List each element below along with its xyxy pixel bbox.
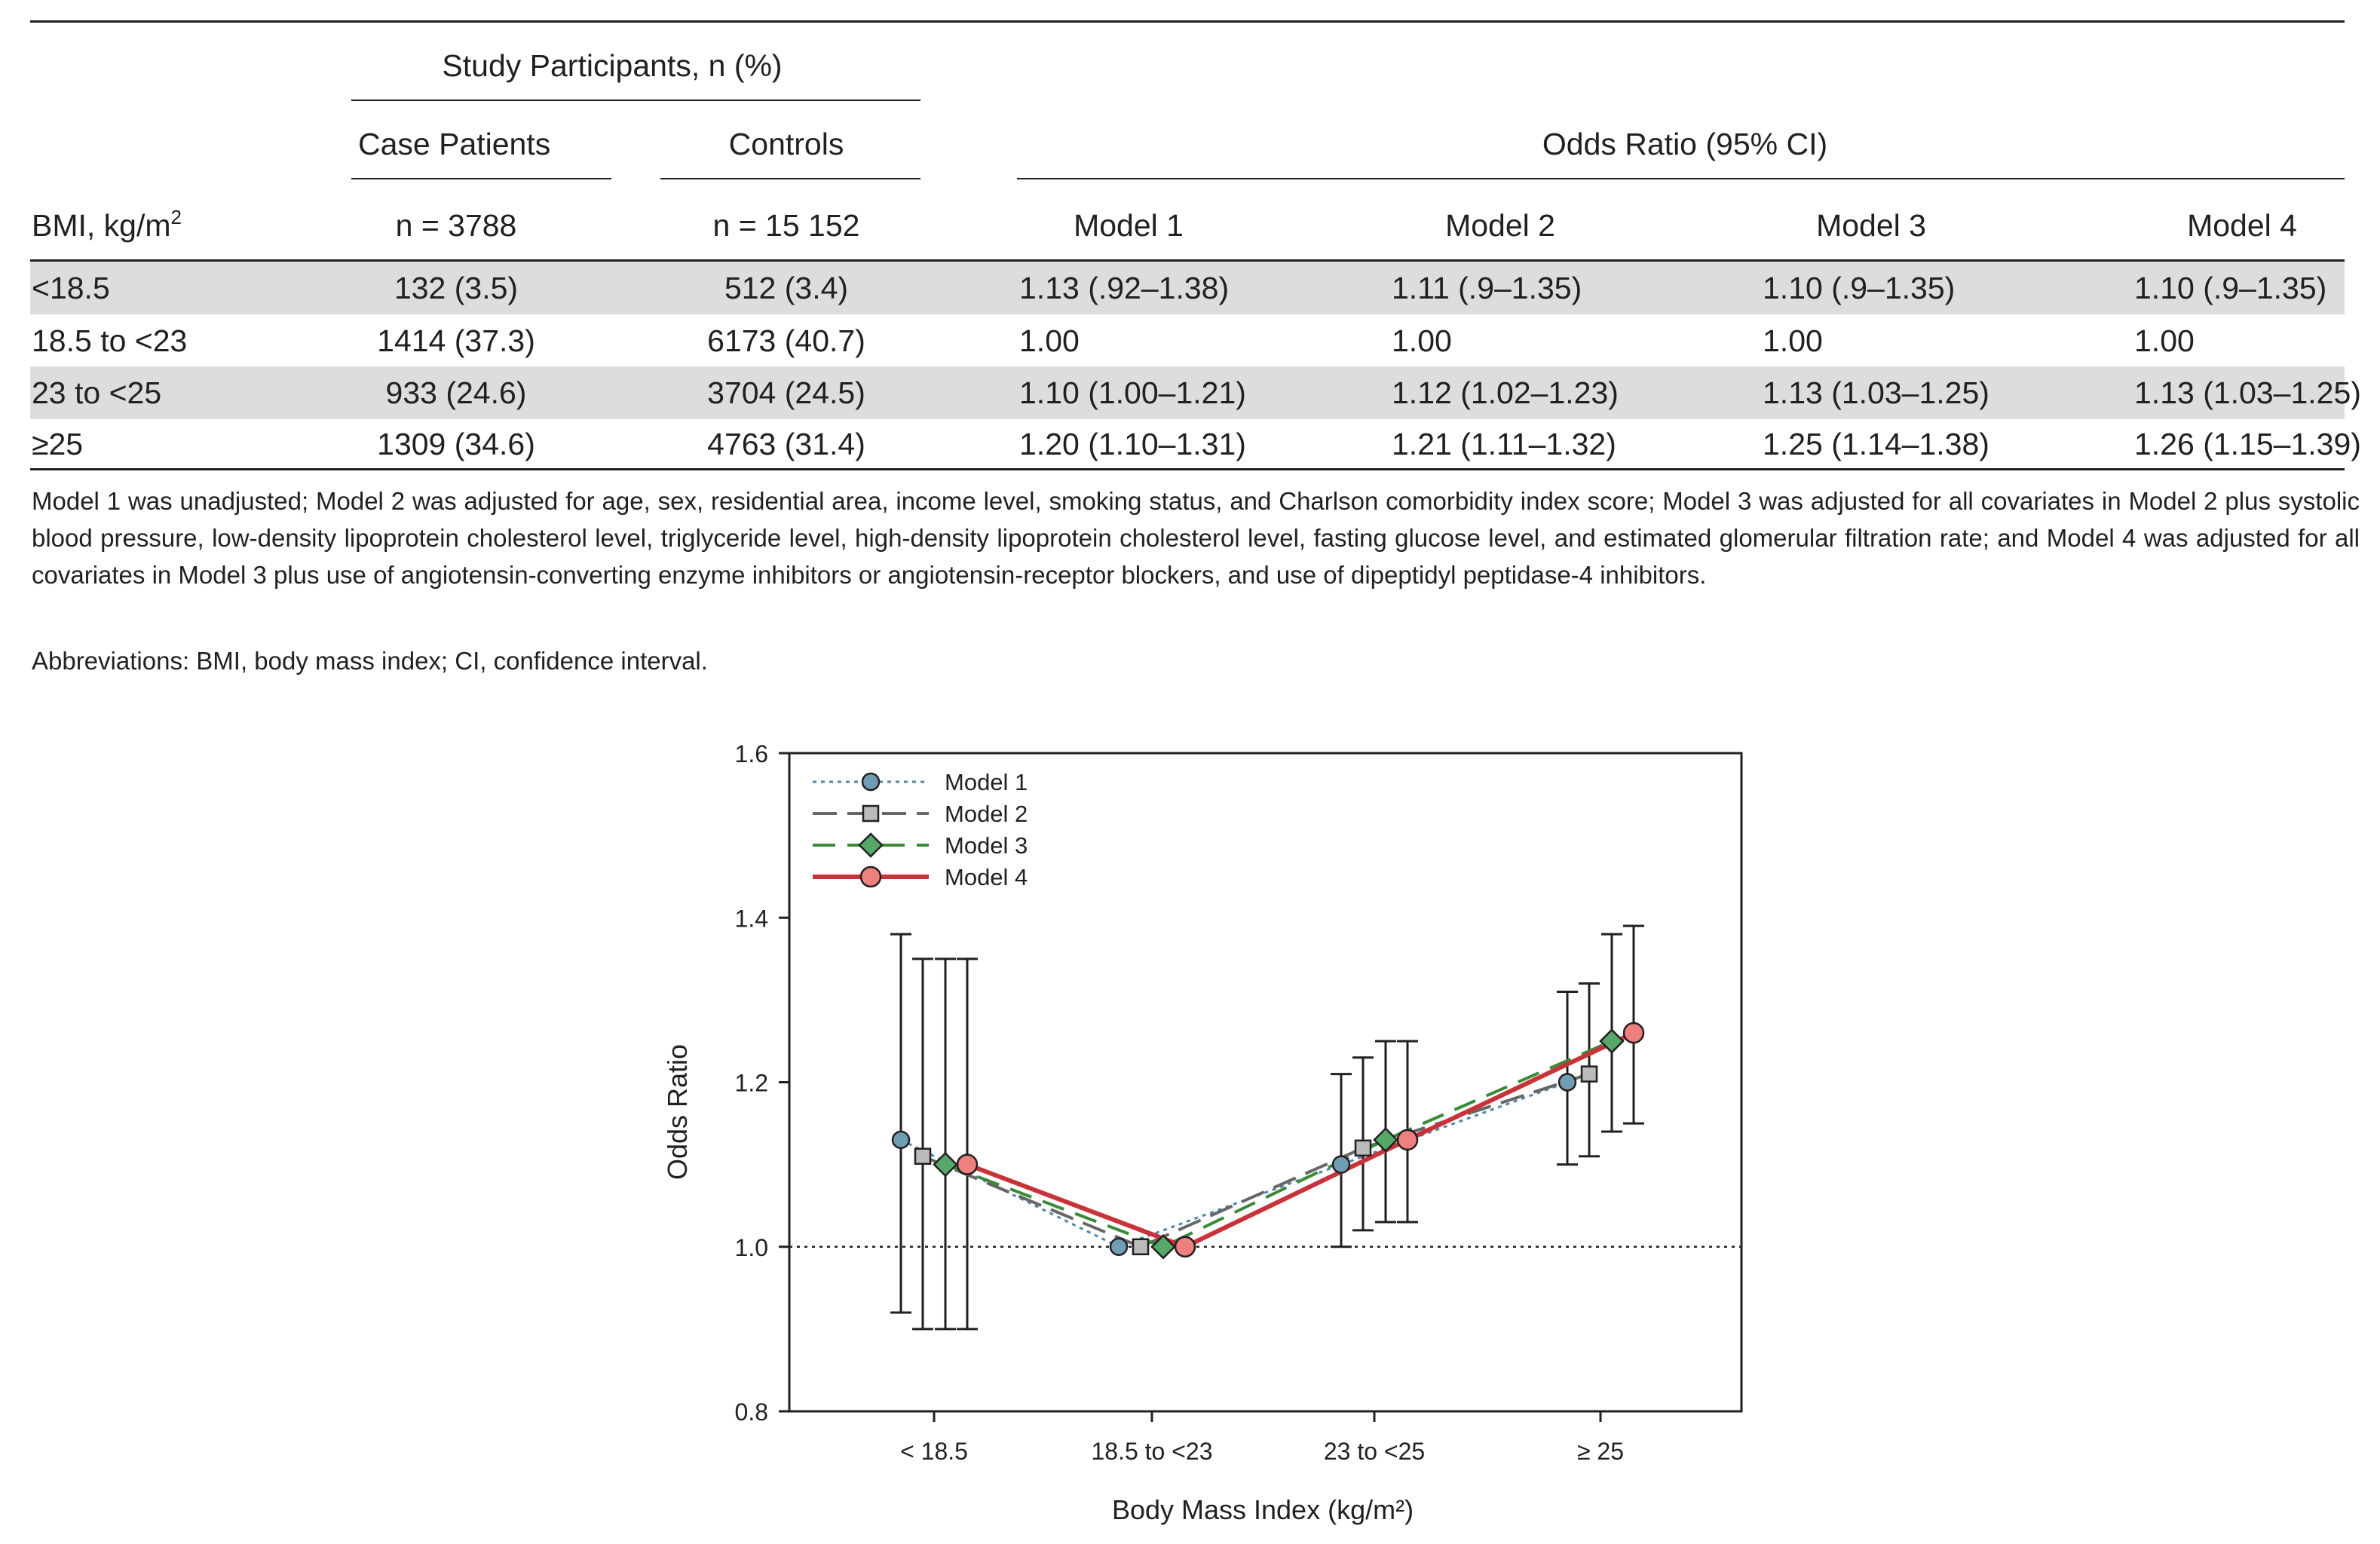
legend-marker [861,772,881,792]
table-top-rule [30,20,2345,23]
row-shade [30,262,2345,314]
table-row-model-3: 1.00 [1763,323,1823,358]
y-axis-title: Odds Ratio [662,1044,693,1180]
data-point-model-4 [1174,1236,1196,1258]
data-point-model-2 [914,1147,932,1165]
table-row-model-1: 1.10 (1.00–1.21) [1019,375,1246,410]
model-2-header: Model 2 [1445,208,1555,243]
data-point-model-1 [1109,1237,1129,1256]
case-patients-rule [351,178,611,179]
table-row-model-2: 1.00 [1392,323,1452,358]
row-shade [30,366,2345,419]
model-3-header: Model 3 [1816,208,1926,243]
table-row-case: 1309 (34.6) [377,427,535,461]
table-row-model-2: 1.21 (1.11–1.32) [1392,427,1616,461]
controls-n-header: n = 15 152 [712,208,860,243]
table-row-case: 132 (3.5) [394,271,519,305]
series-line-model-3 [945,1040,1613,1248]
x-axis-title: Body Mass Index (kg/m²) [1112,1494,1414,1525]
table-row-case: 1414 (37.3) [377,323,535,358]
table-row-model-4: 1.10 (.9–1.35) [2134,271,2327,305]
table-row-model-2: 1.12 (1.02–1.23) [1392,375,1619,410]
data-point-model-3 [1599,1028,1625,1054]
y-tick-label: 1.2 [735,1070,768,1097]
table-row-bmi: 23 to <25 [32,375,162,410]
odds-ratio-chart: 0.8 1.0 1.2 1.4 1.6 < 18.5 18.5 to <23 23 to <2… [662,740,1743,1525]
data-point-model-1 [1331,1155,1351,1174]
bmi-column-header: BMI, kg/m2 [32,206,182,243]
plot-frame [788,752,1743,1413]
table-row-model-1: 1.20 (1.10–1.31) [1019,427,1246,461]
table-row-model-4: 1.26 (1.15–1.39) [2134,427,2361,461]
table-row-model-4: 1.13 (1.03–1.25) [2134,375,2361,410]
model-1-header: Model 1 [1074,208,1184,243]
data-point-model-3 [933,1151,958,1178]
legend-label: Model 1 [945,769,1028,795]
table-row-controls: 512 (3.4) [724,271,849,305]
table-footnote: Model 1 was unadjusted; Model 2 was adju… [32,487,2360,589]
controls-header: Controls [728,127,844,161]
case-n-header: n = 3788 [395,208,517,243]
table-row-model-1: 1.00 [1019,323,1080,358]
table-row-bmi: <18.5 [32,271,110,305]
table-row-bmi: ≥25 [32,427,84,461]
series-line-model-2 [922,1072,1590,1248]
data-point-model-2 [1354,1139,1372,1157]
table-bottom-rule [30,468,2345,470]
legend-label: Model 3 [945,832,1028,859]
table-abbreviations: Abbreviations: BMI, body mass index; CI,… [32,647,708,675]
controls-rule [660,178,920,179]
table-row-model-4: 1.00 [2134,323,2195,358]
data-point-model-1 [1558,1073,1577,1092]
data-point-model-2 [1132,1238,1150,1255]
y-tick-label: 1.6 [735,740,768,767]
data-point-model-4 [956,1153,979,1175]
table-row-model-3: 1.13 (1.03–1.25) [1763,375,1989,410]
odds-ratio-header: Odds Ratio (95% CI) [1542,127,1828,161]
x-tick-label: 18.5 to <23 [1091,1438,1212,1465]
table-row-model-3: 1.10 (.9–1.35) [1763,271,1956,305]
odds-ratio-rule [1017,178,2345,179]
x-tick-label: 23 to <25 [1324,1438,1425,1465]
x-tick-label: ≥ 25 [1577,1438,1624,1465]
table-row-controls: 6173 (40.7) [707,323,865,358]
series-line-model-1 [900,1081,1568,1248]
legend-marker [862,804,880,823]
legend-label: Model 4 [945,864,1028,890]
y-tick-label: 1.0 [735,1234,768,1261]
legend-marker [859,865,882,888]
model-4-header: Model 4 [2187,208,2297,243]
data-point-model-2 [1580,1065,1598,1083]
legend-marker [858,832,884,858]
y-tick-label: 1.4 [735,905,768,932]
header-bottom-rule [30,259,2345,262]
case-patients-header: Case Patients [358,127,551,161]
data-point-model-3 [1373,1127,1398,1153]
participants-group-rule [351,100,920,101]
table-row-model-2: 1.11 (.9–1.35) [1392,271,1582,305]
table-row-model-1: 1.13 (.92–1.38) [1019,271,1230,305]
results-table: Study Participants, n (%) Case Patients … [0,0,2380,470]
table-row-model-3: 1.25 (1.14–1.38) [1763,427,1989,461]
data-point-model-4 [1622,1022,1645,1044]
table-row-bmi: 18.5 to <23 [32,323,188,358]
table-row-controls: 3704 (24.5) [707,375,865,410]
data-point-model-1 [891,1130,911,1150]
participants-group-header: Study Participants, n (%) [442,48,783,83]
x-tick-label: < 18.5 [900,1438,968,1465]
data-point-model-3 [1150,1233,1176,1260]
series-line-model-4 [966,1031,1635,1249]
table-row-controls: 4763 (31.4) [707,427,865,461]
data-point-model-4 [1396,1129,1419,1151]
table-row-case: 933 (24.6) [385,375,527,410]
y-tick-label: 0.8 [735,1398,768,1426]
legend-label: Model 2 [945,801,1028,827]
